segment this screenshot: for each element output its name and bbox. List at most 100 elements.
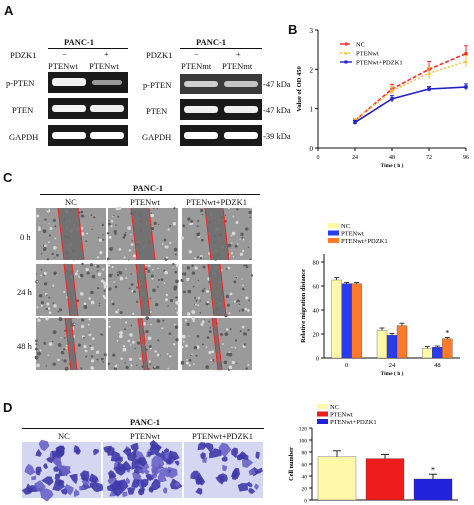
wound-cell [158, 278, 161, 282]
wound-cell [43, 274, 45, 277]
wound-edge-line [148, 207, 156, 261]
wound-cell [65, 344, 68, 347]
wound-cell [73, 323, 76, 326]
wound-row-24h: 24 h [17, 287, 32, 297]
western-left-underline [48, 48, 128, 49]
wound-cell [248, 299, 250, 302]
transwell-cell [51, 450, 65, 461]
wound-cell [51, 252, 54, 256]
wound-cell [164, 270, 168, 275]
wound-cell [175, 279, 179, 284]
wound-cell [190, 354, 192, 357]
wound-cell [202, 265, 206, 269]
chart-b-point [464, 85, 468, 89]
chart-d-legend-swatch [317, 404, 328, 409]
wound-cell [228, 312, 231, 315]
wound-cell [45, 365, 48, 367]
wound-cell [169, 355, 172, 358]
wound-cell [191, 264, 194, 267]
chart-c-legend-swatch [328, 238, 339, 243]
wound-cell [132, 340, 135, 344]
wound-cell [88, 332, 90, 334]
transwell-cell [64, 484, 74, 496]
transwell-cell [38, 439, 50, 452]
transwell-cell [55, 479, 65, 486]
wound-cell [240, 232, 244, 236]
wound-cell [197, 279, 200, 282]
chart-d-legend-label: NC [330, 404, 339, 411]
wound-cell [197, 219, 200, 222]
transwell-cell [197, 442, 207, 451]
wound-cell [168, 332, 172, 336]
wound-cell [122, 345, 126, 348]
wound-cell [188, 364, 191, 367]
wound-cell [210, 359, 213, 362]
wound-cell [77, 317, 79, 319]
transwell-cell [209, 448, 222, 459]
wound-cell [234, 346, 237, 349]
wound-cell [172, 266, 174, 268]
transwell-cell [24, 463, 36, 476]
wound-cell [52, 362, 56, 366]
wound-cell [249, 216, 251, 219]
wound-cell [37, 351, 41, 356]
wound-cell [34, 355, 39, 360]
transwell-cell [114, 479, 129, 492]
wound-cell [97, 236, 100, 239]
wound-cell [173, 247, 178, 252]
wound-cell [173, 287, 177, 291]
western-right-band-label-pten: PTEN [146, 106, 168, 116]
western-left-band-label-pten: PTEN [12, 105, 34, 115]
wound-cell [175, 263, 180, 268]
transwell-cell [157, 472, 167, 482]
wound-cell [80, 367, 83, 370]
wound-cell [150, 274, 154, 278]
wound-cell [88, 297, 91, 300]
wound-cell [110, 225, 113, 228]
transwell-cell [125, 477, 131, 484]
wound-cell [157, 339, 160, 342]
wound-cell [132, 254, 137, 258]
wound-cell [153, 221, 157, 226]
wound-cell [62, 348, 66, 351]
wound-row-0h: 0 h [20, 232, 31, 242]
wound-cell [114, 232, 117, 235]
wound-cell [174, 253, 177, 256]
wound-cell [175, 307, 177, 310]
wound-cell [206, 336, 210, 339]
chart-b-series-line [354, 86, 467, 124]
wound-cell [156, 285, 159, 288]
wound-cell [195, 299, 198, 302]
wound-cell [134, 347, 136, 350]
wound-cell [194, 303, 197, 306]
transwell-cell [35, 470, 41, 476]
wound-cell [86, 271, 90, 275]
wound-cell [169, 298, 174, 303]
wound-cell [104, 317, 107, 320]
transwell-cell [25, 483, 34, 494]
wound-cell [39, 349, 42, 352]
wound-cell [167, 367, 170, 370]
wound-col-nc: NC [65, 197, 77, 207]
wound-cell [76, 270, 79, 272]
wound-cell [103, 278, 105, 280]
wound-cell [228, 365, 233, 370]
wound-cell [90, 359, 95, 363]
wound-cell [136, 341, 141, 345]
transwell-cell [151, 473, 158, 479]
wound-cell [191, 316, 195, 321]
wound-cell [197, 296, 201, 299]
wound-cell [194, 297, 196, 299]
wound-cell [150, 212, 153, 214]
wound-cell [40, 253, 43, 255]
wound-cell [45, 307, 48, 311]
wound-cell [208, 330, 212, 334]
wound-cell [241, 325, 245, 329]
wound-cell [102, 234, 104, 236]
transwell-cell [60, 465, 71, 477]
wound-cell [40, 274, 42, 277]
wound-cell [118, 248, 122, 251]
